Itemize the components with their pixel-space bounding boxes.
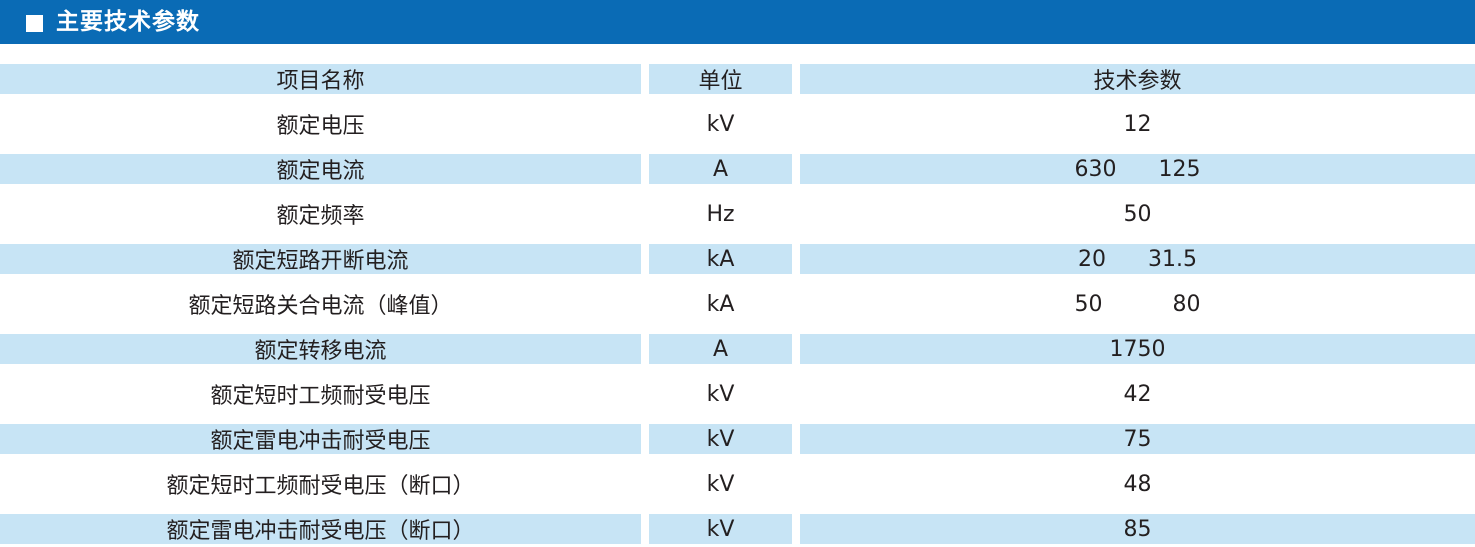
row-name: 额定雷电冲击耐受电压（断口） xyxy=(0,514,641,544)
row-name: 额定转移电流 xyxy=(0,334,641,364)
row-value: 50 xyxy=(1123,201,1152,227)
row-unit: kA xyxy=(706,291,735,317)
table-row: 额定短路关合电流（峰值） kA 50 80 xyxy=(0,274,1475,334)
row-unit: kV xyxy=(649,514,792,544)
row-unit: kV xyxy=(706,111,735,137)
table-header-row: 项目名称 单位 技术参数 xyxy=(0,64,1475,94)
row-unit: kA xyxy=(649,244,792,274)
row-name: 额定短时工频耐受电压 xyxy=(210,384,431,409)
table-row: 额定频率 Hz 50 xyxy=(0,184,1475,244)
row-value: 48 xyxy=(1123,471,1152,497)
table-row: 额定电压 kV 12 xyxy=(0,94,1475,154)
table-row: 额定短时工频耐受电压（断口） kV 48 xyxy=(0,454,1475,514)
row-name: 额定短时工频耐受电压（断口） xyxy=(166,474,475,499)
row-name: 额定短路关合电流（峰值） xyxy=(188,294,453,319)
row-unit: A xyxy=(649,154,792,184)
row-name: 额定电流 xyxy=(0,154,641,184)
table-row: 额定短路开断电流 kA 20 31.5 xyxy=(0,244,1475,274)
row-unit: A xyxy=(649,334,792,364)
section-title: 主要技术参数 xyxy=(56,9,200,35)
row-unit: kV xyxy=(706,471,735,497)
square-bullet-icon xyxy=(26,15,43,32)
row-value: 42 xyxy=(1123,381,1152,407)
row-unit: kV xyxy=(706,381,735,407)
row-value: 20 31.5 xyxy=(800,244,1475,274)
column-header-unit: 单位 xyxy=(649,64,792,94)
table-row: 额定雷电冲击耐受电压 kV 75 xyxy=(0,424,1475,454)
table-row: 额定雷电冲击耐受电压（断口） kV 85 xyxy=(0,514,1475,544)
row-name: 额定短路开断电流 xyxy=(0,244,641,274)
column-header-name: 项目名称 xyxy=(0,64,641,94)
section-header: 主要技术参数 xyxy=(0,0,1475,44)
row-value: 50 80 xyxy=(1074,291,1201,317)
table-row: 额定短时工频耐受电压 kV 42 xyxy=(0,364,1475,424)
row-value: 75 xyxy=(800,424,1475,454)
table-row: 额定电流 A 630 125 xyxy=(0,154,1475,184)
row-value: 12 xyxy=(1123,111,1152,137)
row-value: 1750 xyxy=(800,334,1475,364)
parameters-table: 项目名称 单位 技术参数 额定电压 kV 12 额定电流 A 630 125 额… xyxy=(0,64,1475,544)
row-unit: kV xyxy=(649,424,792,454)
row-name: 额定电压 xyxy=(276,114,365,139)
row-name: 额定频率 xyxy=(276,204,365,229)
row-name: 额定雷电冲击耐受电压 xyxy=(0,424,641,454)
table-row: 额定转移电流 A 1750 xyxy=(0,334,1475,364)
column-header-value: 技术参数 xyxy=(800,64,1475,94)
row-value: 630 125 xyxy=(800,154,1475,184)
row-unit: Hz xyxy=(706,201,735,227)
row-value: 85 xyxy=(800,514,1475,544)
